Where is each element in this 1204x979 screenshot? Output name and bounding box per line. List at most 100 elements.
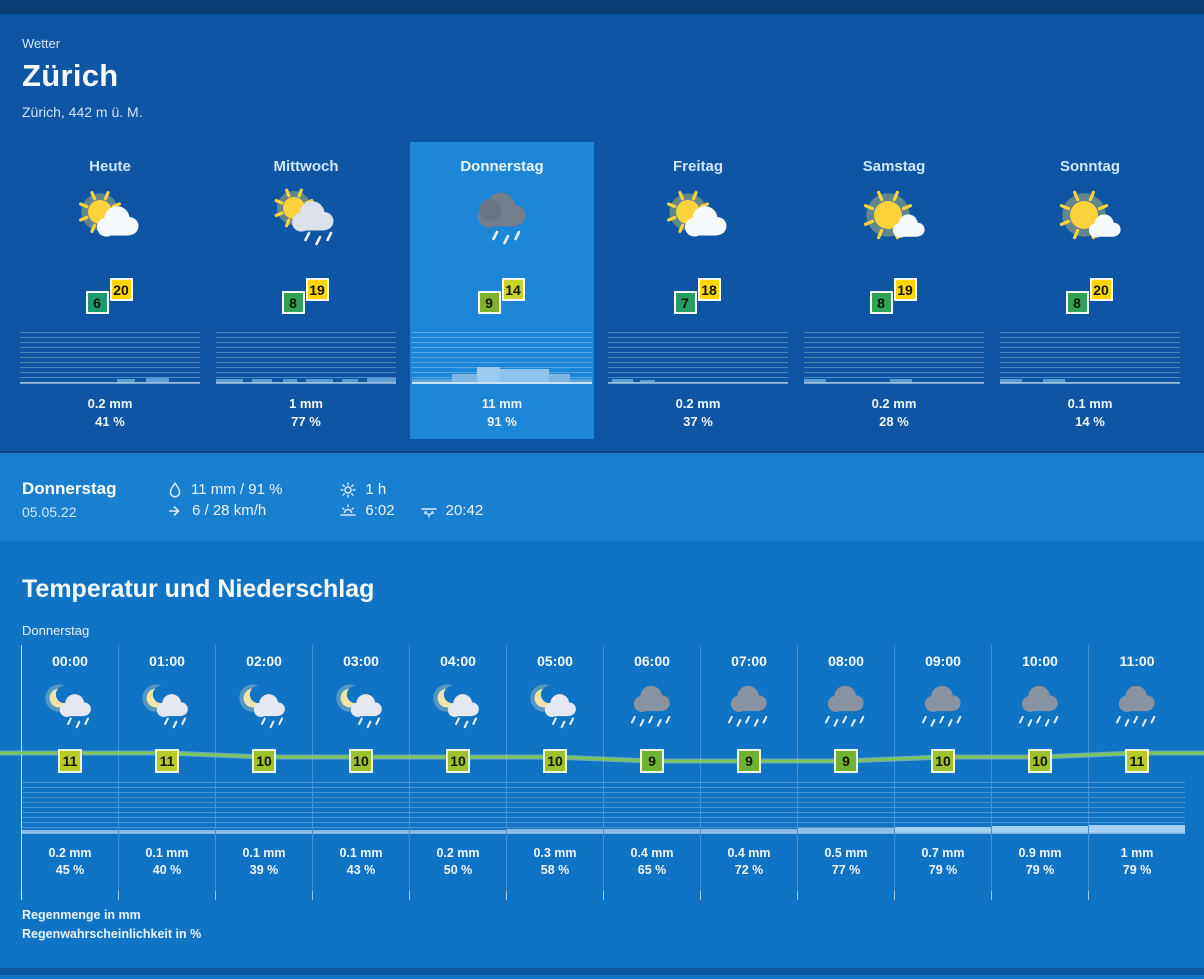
hour-precip-bar: [604, 829, 700, 832]
breadcrumb: Wetter: [22, 36, 61, 51]
day-precip-chart: [412, 332, 592, 384]
hour-rain-probability: 77 %: [831, 863, 861, 877]
min-temp-badge: 8: [281, 291, 305, 314]
hour-precip-grid: [119, 782, 215, 834]
precip-bar: [146, 378, 170, 382]
hour-rain-probability: 58 %: [540, 863, 570, 877]
day-column-donnerstag[interactable]: Donnerstag 14 9 11 mm 91 %: [404, 140, 600, 451]
hour-rain-probability: 39 %: [249, 863, 279, 877]
hour-rain-amount: 0.2 mm: [436, 846, 480, 860]
detail-sunrise-value: 6:02: [365, 502, 395, 519]
day-temperatures: 20 8: [1065, 278, 1115, 318]
precip-bar: [640, 380, 655, 382]
detail-wind-row: 6 / 28 km/h: [168, 500, 282, 521]
day-label: Donnerstag: [460, 158, 544, 175]
hour-precip-grid: [313, 782, 409, 834]
section-title: Temperatur und Niederschlag: [22, 575, 375, 603]
day-forecast-strip: Heute 20 6 0.2 mm 41 % Mittwoch 19 8 1 mm…: [0, 140, 1204, 453]
moon-cloud-rain-icon: [522, 675, 588, 739]
hour-label: 00:00: [52, 653, 88, 669]
hour-temp-badge: 9: [834, 749, 858, 773]
max-temp-badge: 19: [893, 278, 917, 301]
day-column-samstag[interactable]: Samstag 19 8 0.2 mm 28 %: [796, 140, 992, 451]
day-column-sonntag[interactable]: Sonntag 20 8 0.1 mm 14 %: [992, 140, 1188, 451]
day-precip-chart: [608, 332, 788, 384]
day-label: Sonntag: [1060, 158, 1120, 175]
hour-precip-grid: [895, 782, 991, 834]
rain-cloud-heavy-icon: [1007, 675, 1073, 739]
hour-label: 01:00: [149, 653, 185, 669]
detail-day-block: Donnerstag 05.05.22: [22, 453, 168, 541]
hour-rain-probability: 79 %: [928, 863, 958, 877]
day-temperatures: 14 9: [477, 278, 527, 318]
hour-precip-bar: [22, 830, 118, 832]
min-temp-badge: 7: [673, 291, 697, 314]
day-rain-probability: 14 %: [1075, 414, 1105, 429]
day-label: Heute: [89, 158, 131, 175]
day-precip-chart: [804, 332, 984, 384]
hour-rain-amount: 0.1 mm: [339, 846, 383, 860]
precip-bar: [804, 379, 826, 382]
hour-temp-badge: 10: [1028, 749, 1052, 773]
hour-column-10-00: 10:00 10 0.9 mm 79 %: [991, 645, 1088, 900]
day-column-heute[interactable]: Heute 20 6 0.2 mm 41 %: [12, 140, 208, 451]
precip-bar: [117, 379, 136, 382]
footer-strip: [0, 968, 1204, 975]
hour-precip-grid: [798, 782, 894, 834]
moon-cloud-rain-icon: [328, 675, 394, 739]
hour-precip-bar: [895, 827, 991, 832]
hour-precip-bar: [701, 829, 797, 832]
detail-sunset-block: 20:42: [420, 502, 483, 519]
hour-precip-bar: [798, 828, 894, 832]
hour-column-06-00: 06:00 9 0.4 mm 65 %: [603, 645, 700, 900]
detail-sunhours-value: 1 h: [365, 481, 387, 498]
hour-rain-probability: 72 %: [734, 863, 764, 877]
hour-temp-badge: 9: [640, 749, 664, 773]
hour-precip-bar: [119, 830, 215, 832]
detail-date: 05.05.22: [22, 504, 77, 520]
hour-rain-amount: 0.4 mm: [727, 846, 771, 860]
hour-column-05-00: 05:00 10 0.3 mm 58 %: [506, 645, 603, 900]
hour-label: 03:00: [343, 653, 379, 669]
day-rain-amount: 0.2 mm: [871, 396, 917, 411]
day-column-mittwoch[interactable]: Mittwoch 19 8 1 mm 77 %: [208, 140, 404, 451]
hour-temp-badge: 10: [543, 749, 567, 773]
page-header: Wetter Zürich Zürich, 442 m ü. M.: [0, 14, 1204, 140]
hour-rain-probability: 45 %: [55, 863, 85, 877]
detail-wind-value: 6 / 28 km/h: [192, 502, 267, 519]
hour-precip-bar: [410, 830, 506, 832]
day-rain-amount: 11 mm: [481, 396, 523, 411]
hour-precip-grid: [1089, 782, 1185, 834]
hour-label: 04:00: [440, 653, 476, 669]
day-rain-probability: 41 %: [95, 414, 125, 429]
hour-temp-badge: 11: [155, 749, 179, 773]
day-precip-chart: [1000, 332, 1180, 384]
day-precip-chart: [216, 332, 396, 384]
detail-sun-group: 1 h 6:02 20:42: [340, 453, 483, 541]
max-temp-badge: 14: [501, 278, 525, 301]
hour-precip-grid: [701, 782, 797, 834]
detail-precip-wind-group: 11 mm / 91 % 6 / 28 km/h: [168, 453, 282, 541]
day-temperatures: 18 7: [673, 278, 723, 318]
detail-precip-row: 11 mm / 91 %: [168, 479, 282, 500]
sun-cloud-rain-icon: [264, 182, 348, 256]
precip-bar: [476, 367, 501, 382]
precip-bar: [367, 378, 396, 382]
moon-cloud-rain-icon: [134, 675, 200, 739]
max-temp-badge: 19: [305, 278, 329, 301]
precip-bar: [252, 379, 272, 382]
day-rain-probability: 91 %: [487, 414, 517, 429]
sun-cloud-icon: [656, 182, 740, 256]
day-column-freitag[interactable]: Freitag 18 7 0.2 mm 37 %: [600, 140, 796, 451]
rain-cloud-heavy-icon: [813, 675, 879, 739]
hour-rain-amount: 0.2 mm: [48, 846, 92, 860]
hour-precip-grid: [216, 782, 312, 834]
day-label: Samstag: [862, 158, 926, 175]
hour-column-08-00: 08:00 9 0.5 mm 77 %: [797, 645, 894, 900]
sun-icon: [340, 481, 357, 498]
precip-bar: [282, 379, 297, 382]
hour-column-09-00: 09:00 10 0.7 mm 79 %: [894, 645, 991, 900]
hour-column-00-00: 00:00 11 0.2 mm 45 %: [21, 645, 118, 900]
hour-column-01-00: 01:00 11 0.1 mm 40 %: [118, 645, 215, 900]
